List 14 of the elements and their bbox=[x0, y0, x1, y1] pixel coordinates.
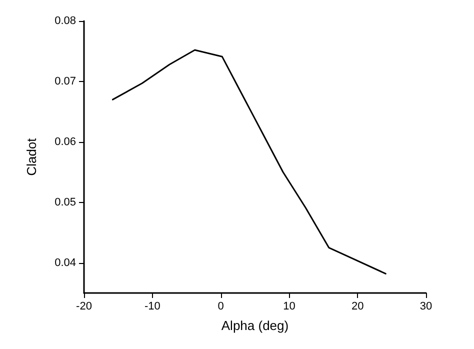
x-tick-label: 0 bbox=[218, 300, 224, 312]
line-series bbox=[112, 49, 386, 274]
x-tick-label: 30 bbox=[420, 300, 432, 312]
y-tick-label: 0.08 bbox=[54, 15, 76, 27]
x-tick-label: -10 bbox=[144, 300, 160, 312]
x-tick-label: 10 bbox=[283, 300, 296, 312]
y-tick-label: 0.05 bbox=[54, 196, 76, 208]
y-axis-title: Cladot bbox=[24, 138, 39, 176]
y-tick-label: 0.04 bbox=[54, 256, 76, 269]
y-tick-label: 0.06 bbox=[54, 136, 76, 148]
y-tick-label: 0.07 bbox=[54, 75, 76, 88]
x-tick-label: 20 bbox=[351, 300, 364, 312]
x-tick-label: -20 bbox=[76, 300, 92, 312]
x-axis-title: Alpha (deg) bbox=[221, 318, 289, 333]
